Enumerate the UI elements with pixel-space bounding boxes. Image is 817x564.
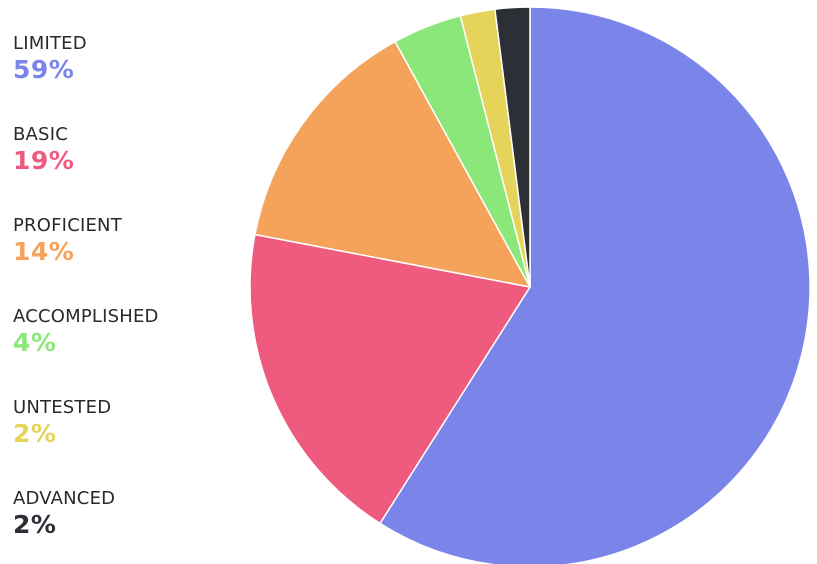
legend-label-untested: UNTESTED: [13, 397, 112, 418]
legend-label-accomplished: ACCOMPLISHED: [13, 306, 159, 327]
legend-value-proficient: 14%: [13, 237, 75, 266]
legend-item-limited: LIMITED 59%: [13, 33, 87, 85]
legend-item-accomplished: ACCOMPLISHED 4%: [13, 306, 159, 358]
legend-value-basic: 19%: [13, 146, 75, 175]
legend-item-untested: UNTESTED 2%: [13, 397, 111, 449]
legend-value-untested: 2%: [13, 419, 57, 448]
pie-slice-limited: [379, 6, 811, 564]
pie-slice-proficient: [254, 40, 531, 288]
legend-value-accomplished: 4%: [13, 328, 57, 357]
legend-label-limited: LIMITED: [13, 33, 87, 54]
legend-item-basic: BASIC 19%: [13, 124, 74, 176]
legend-value-advanced: 2%: [13, 510, 57, 539]
legend-label-proficient: PROFICIENT: [13, 215, 122, 236]
legend-item-proficient: PROFICIENT 14%: [13, 215, 122, 267]
pie-slice-advanced: [494, 6, 531, 288]
pie-slice-basic: [249, 233, 531, 525]
legend-label-basic: BASIC: [13, 124, 68, 145]
legend-value-limited: 59%: [13, 55, 75, 84]
legend-item-advanced: ADVANCED 2%: [13, 488, 115, 540]
legend-label-advanced: ADVANCED: [13, 488, 116, 509]
